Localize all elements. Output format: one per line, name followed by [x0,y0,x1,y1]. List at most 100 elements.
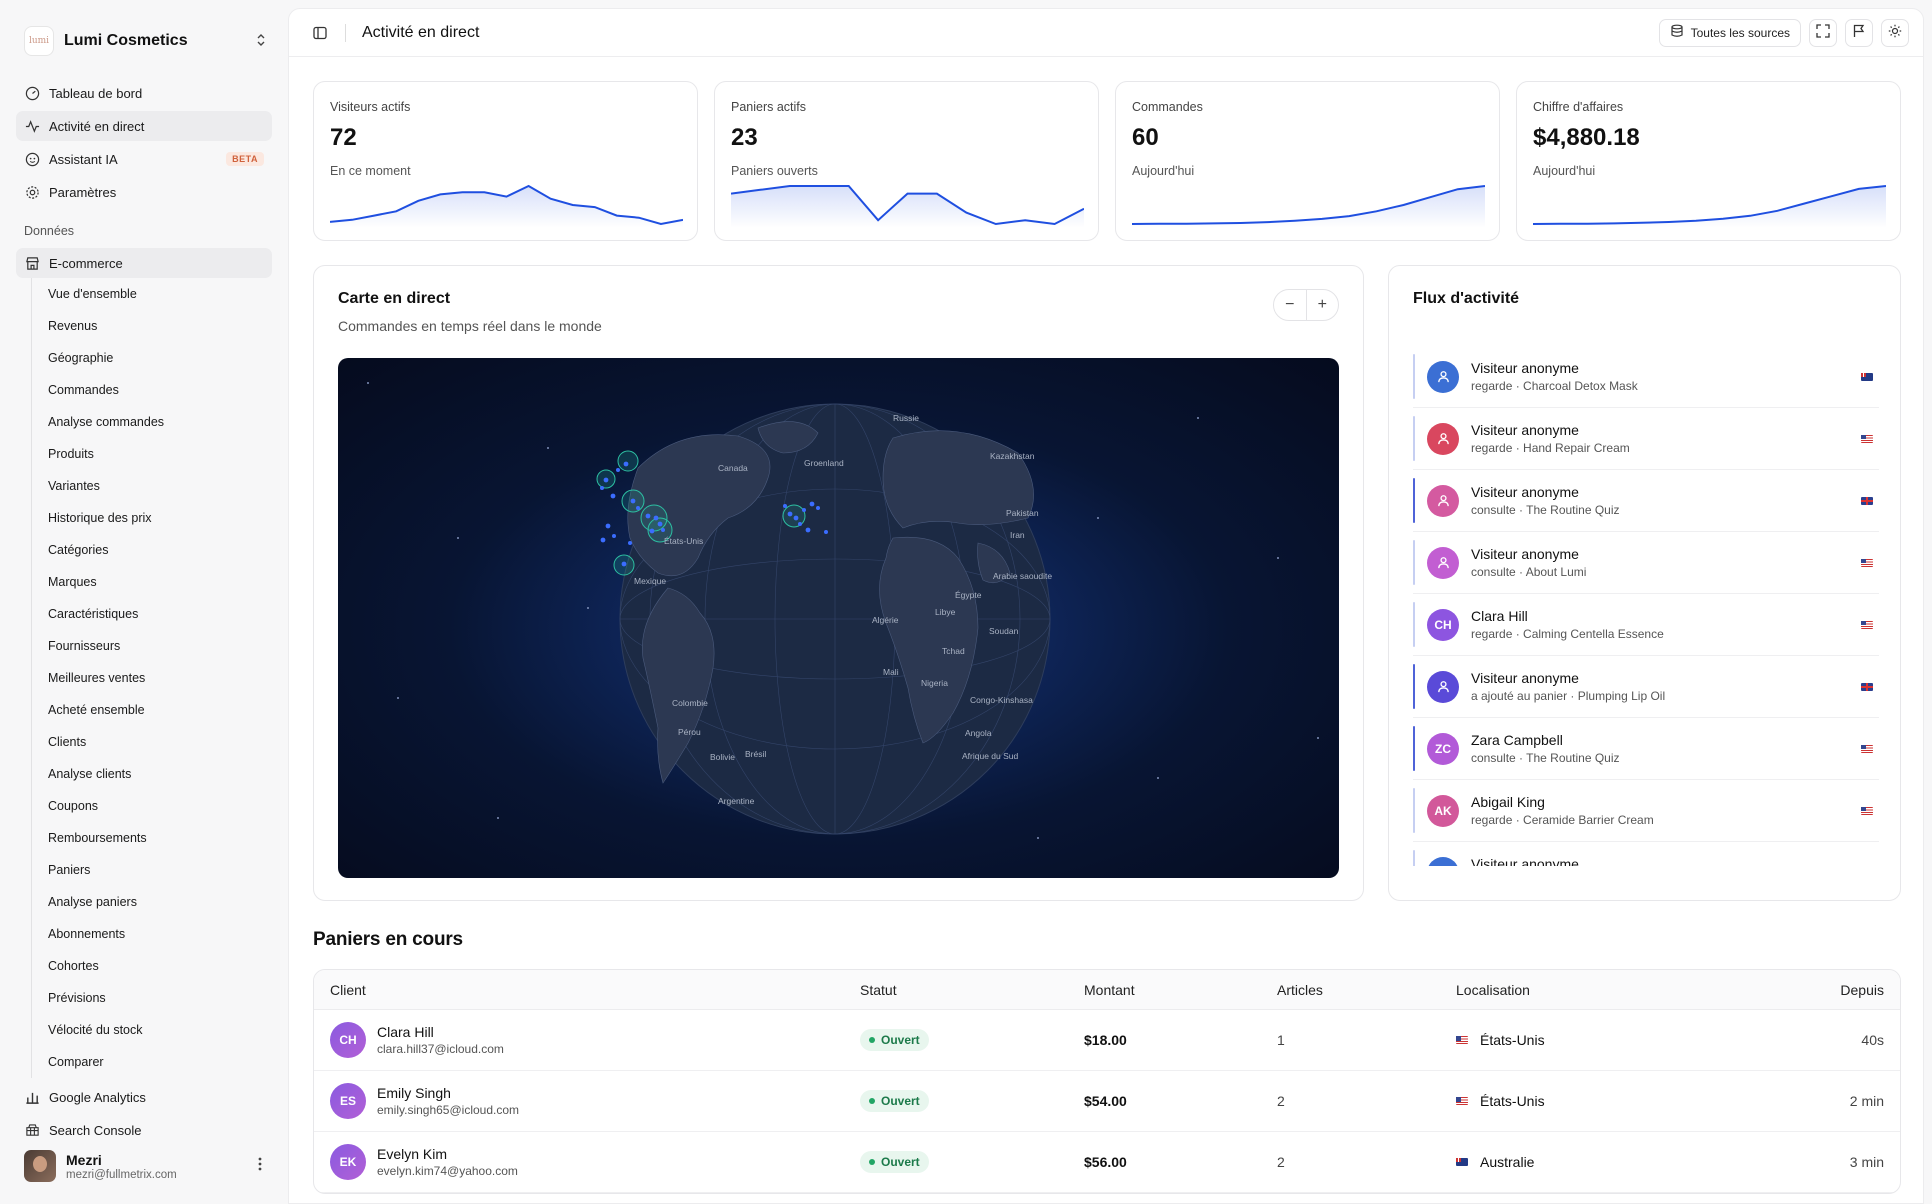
sources-filter-button[interactable]: Toutes les sources [1658,18,1801,47]
subnav-item[interactable]: Fournisseurs [48,639,121,653]
column-header-status[interactable]: Statut [860,981,897,998]
feed-item[interactable]: Visiteur anonyme regarde · Hand Repair Cr… [1413,408,1879,470]
subnav-item[interactable]: Produits [48,447,94,461]
kpi-sub: Paniers ouverts [731,164,818,178]
subnav-item[interactable]: Caractéristiques [48,607,139,621]
gear-icon [24,184,40,200]
feed-item[interactable]: AK Abigail King regarde · Ceramide Barrier… [1413,780,1879,842]
map-label: Argentine [718,796,755,806]
subnav-item[interactable]: Clients [48,735,87,749]
subnav-item[interactable]: Commandes [48,383,119,397]
nav-item-dashboard[interactable]: Tableau de bord [16,78,272,108]
feed-item-description: consulte · About Lumi [1471,565,1587,579]
subnav-item[interactable]: Vue d'ensemble [48,287,137,301]
column-header-location[interactable]: Localisation [1456,981,1530,998]
globe-map[interactable]: Russie Kazakhstan Canada Groenland Pakis… [338,358,1339,878]
subnav-item[interactable]: Géographie [48,351,114,365]
location-cell: États-Unis [1456,1093,1786,1109]
subnav-item[interactable]: Remboursements [48,831,147,845]
expand-icon [1816,24,1830,41]
nav-item-ecommerce[interactable]: E-commerce [16,248,272,278]
since-cell: 40s [1861,1032,1884,1048]
location-label: États-Unis [1480,1032,1545,1048]
column-header-items[interactable]: Articles [1277,981,1323,998]
user-email: mezri@fullmetrix.com [66,1168,177,1181]
zoom-controls: − + [1273,289,1339,321]
feed-item[interactable]: Visiteur anonyme consulte · The Routine Q… [1413,470,1879,532]
subnav-item[interactable]: Analyse commandes [48,415,165,429]
nav-item-search-console[interactable]: Search Console [16,1115,272,1145]
table-row[interactable]: EK Evelyn Kim evelyn.kim74@yahoo.com Ouvert… [314,1132,1900,1193]
subnav-item[interactable]: Analyse clients [48,767,132,781]
sidebar-toggle-icon[interactable] [313,25,329,41]
table-row[interactable]: ES Emily Singh emily.singh65@icloud.com Ouv… [314,1071,1900,1132]
workspace-switcher[interactable]: lumi Lumi Cosmetics [24,24,266,58]
subnav-item[interactable]: Meilleures ventes [48,671,146,685]
map-label: Groenland [804,458,844,468]
nav-item-ai-assistant[interactable]: Assistant IA BETA [16,144,272,174]
client-cell: EK Evelyn Kim evelyn.kim74@yahoo.com [314,1144,860,1180]
subnav-item[interactable]: Acheté ensemble [48,703,145,717]
feed-item[interactable]: ZC Zara Campbell consulte · The Routine Qu… [1413,718,1879,780]
zoom-in-button[interactable]: + [1307,290,1339,320]
table-row[interactable]: CH Clara Hill clara.hill37@icloud.com Ouver… [314,1010,1900,1071]
client-cell: ES Emily Singh emily.singh65@icloud.com [314,1083,860,1119]
nav-item-live-activity[interactable]: Activité en direct [16,111,272,141]
user-icon [1427,546,1459,579]
subnav-item[interactable]: Marques [48,575,97,589]
open-carts-table: Client Statut Montant Articles Localisat… [313,969,1901,1194]
user-name: Mezri [66,1151,102,1168]
fullscreen-button[interactable] [1809,18,1837,47]
sources-filter-label: Toutes les sources [1690,25,1790,40]
activity-feed-list[interactable]: Visiteur anonyme regarde · Charcoal Detox… [1413,346,1879,866]
client-name: Evelyn Kim [377,1146,448,1162]
subnav-item[interactable]: Revenus [48,319,98,333]
feed-item[interactable]: CH Clara Hill regarde · Calming Centella E… [1413,594,1879,656]
subnav-item[interactable]: Prévisions [48,991,106,1005]
column-header-amount[interactable]: Montant [1084,981,1135,998]
map-label: Pakistan [1006,508,1039,518]
kpi-label: Commandes [1132,100,1203,114]
subnav-item[interactable]: Paniers [48,863,91,877]
zoom-out-button[interactable]: − [1274,290,1307,320]
feed-item[interactable]: Visiteur anonyme a ajouté au panier · Plu… [1413,656,1879,718]
map-label: Tchad [942,646,965,656]
nav-item-google-analytics[interactable]: Google Analytics [16,1082,272,1112]
user-profile[interactable]: Mezri mezri@fullmetrix.com [24,1148,268,1184]
subnav-item[interactable]: Comparer [48,1055,104,1069]
flag-us-icon [1861,558,1873,567]
activity-feed-card: Flux d'activité Visiteur anonyme regarde … [1388,265,1901,901]
subnav-item[interactable]: Analyse paniers [48,895,137,909]
main-nav: Tableau de bord Activité en direct Assis… [16,78,272,210]
feed-item[interactable]: Visiteur anonyme consulte · About Lumi [1413,532,1879,594]
column-header-since[interactable]: Depuis [1840,981,1884,998]
kpi-value: 23 [731,124,758,151]
subnav-item[interactable]: Vélocité du stock [48,1023,143,1037]
map-label: Arabie saoudite [993,571,1053,581]
ecommerce-nav: E-commerce [16,248,272,281]
map-label: Colombie [672,698,708,708]
nav-item-settings[interactable]: Paramètres [16,177,272,207]
subnav-item[interactable]: Coupons [48,799,99,813]
nav-item-label: Tableau de bord [49,85,143,101]
more-vertical-icon[interactable] [252,1157,268,1176]
nav-item-label: Paramètres [49,184,117,200]
order-markers [596,450,828,576]
map-label: Russie [893,413,919,423]
column-header-client[interactable]: Client [330,981,366,998]
subnav-item[interactable]: Historique des prix [48,511,152,525]
theme-toggle-button[interactable] [1881,18,1909,47]
flag-button[interactable] [1845,18,1873,47]
flag-au-icon [1861,372,1873,381]
subnav-item[interactable]: Abonnements [48,927,126,941]
table-body: CH Clara Hill clara.hill37@icloud.com Ouver… [314,1010,1900,1193]
subnav-item[interactable]: Cohortes [48,959,99,973]
sparkline [1132,185,1485,228]
kpi-label: Visiteurs actifs [330,100,411,114]
subnav-item[interactable]: Catégories [48,543,109,557]
location-label: États-Unis [1480,1093,1545,1109]
gauge-icon [24,85,40,101]
subnav-item[interactable]: Variantes [48,479,100,493]
